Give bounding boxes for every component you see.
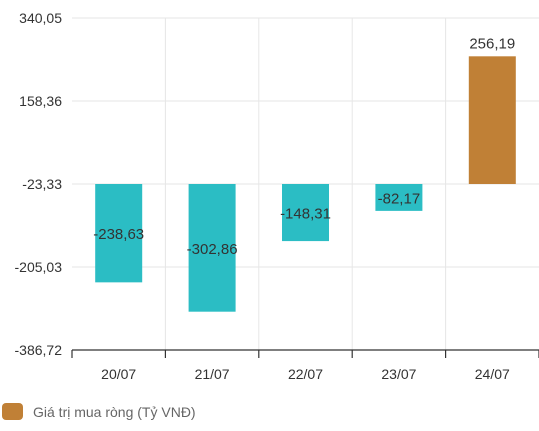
- x-tick-label: 24/07: [475, 366, 510, 382]
- legend: Giá trị mua ròng (Tỷ VNĐ): [2, 403, 196, 420]
- y-tick-label: 158,36: [19, 93, 62, 109]
- net-buy-bar-chart: 340,05 158,36 -23,33 -205,03 -386,72 -238,63 -…: [15, 10, 539, 382]
- legend-label: Giá trị mua ròng (Tỷ VNĐ): [33, 403, 196, 420]
- y-tick-label: -205,03: [15, 259, 63, 275]
- x-tick-label: 20/07: [101, 366, 136, 382]
- bar: [468, 56, 516, 184]
- bar: [95, 183, 143, 283]
- data-label: 256,19: [469, 35, 515, 52]
- data-label: -148,31: [280, 206, 331, 223]
- data-label: -238,63: [93, 226, 144, 243]
- bar: [375, 183, 423, 211]
- data-label: -302,86: [187, 241, 238, 258]
- legend-swatch: [2, 403, 23, 420]
- y-tick-label: -386,72: [15, 342, 63, 358]
- data-label: -82,17: [378, 190, 421, 207]
- y-tick-label: 340,05: [19, 10, 62, 26]
- x-tick-label: 21/07: [195, 366, 230, 382]
- x-tick-label: 23/07: [381, 366, 416, 382]
- y-tick-label: -23,33: [22, 176, 62, 192]
- bar: [188, 183, 236, 312]
- x-tick-label: 22/07: [288, 366, 323, 382]
- bar: [282, 183, 329, 242]
